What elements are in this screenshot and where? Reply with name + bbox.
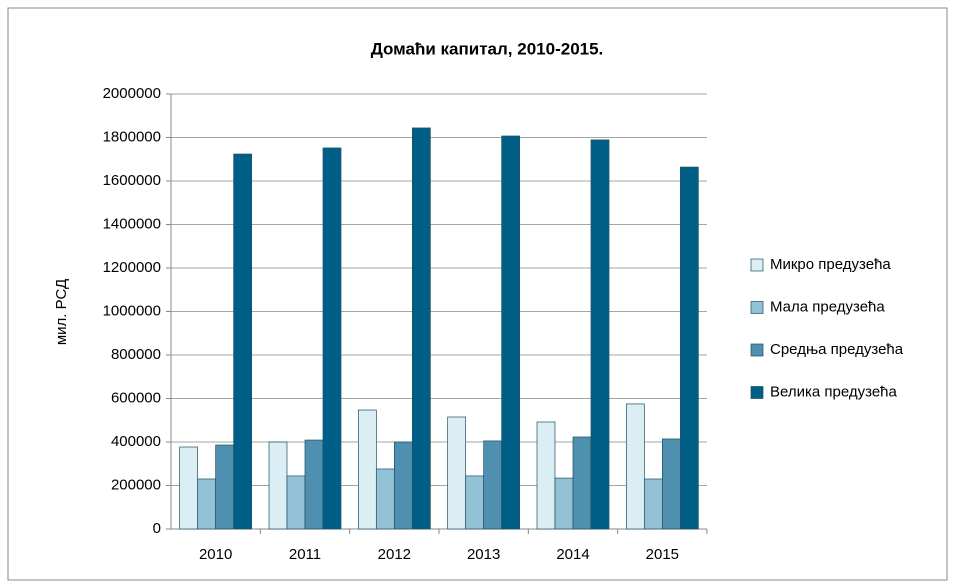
bar <box>483 440 503 530</box>
legend-label: Средња предузећа <box>770 341 904 358</box>
y-tick-label: 1600000 <box>103 172 161 189</box>
bar <box>625 403 645 530</box>
y-tick-label: 1800000 <box>103 128 161 145</box>
x-tick-label: 2015 <box>646 546 679 563</box>
bar <box>197 478 217 530</box>
bar <box>572 436 592 530</box>
x-tick-label: 2013 <box>467 546 500 563</box>
bar <box>375 468 395 530</box>
x-tick-label: 2010 <box>199 546 232 563</box>
legend-swatch <box>750 301 764 314</box>
legend-swatch <box>750 258 764 272</box>
y-tick-label: 800000 <box>111 346 161 363</box>
bar <box>465 475 485 530</box>
y-tick-label: 400000 <box>111 433 161 450</box>
bar <box>393 441 413 530</box>
bar <box>554 477 574 530</box>
legend-label: Микро предузећа <box>770 256 891 273</box>
bar <box>215 444 235 530</box>
bar <box>286 475 306 530</box>
y-tick-label: 1000000 <box>103 302 161 319</box>
bar <box>643 478 663 530</box>
bar <box>536 421 556 530</box>
legend-swatch <box>750 343 764 357</box>
x-tick-label: 2014 <box>556 546 589 563</box>
bar <box>411 127 431 530</box>
y-tick-label: 200000 <box>111 476 161 493</box>
bar <box>322 147 342 530</box>
bar <box>179 446 199 530</box>
bar <box>501 135 521 530</box>
bar <box>233 153 253 530</box>
bar <box>679 166 699 530</box>
y-tick-label: 1200000 <box>103 259 161 276</box>
legend-label: Мала предузећа <box>770 298 885 315</box>
bar <box>268 441 288 530</box>
legend-label: Велика предузећа <box>770 383 898 400</box>
bar <box>304 439 324 530</box>
chart-title: Домаћи капитал, 2010-2015. <box>371 39 604 58</box>
y-tick-label: 1400000 <box>103 215 161 232</box>
bar <box>357 409 377 530</box>
y-axis-label: мил. РСД <box>53 279 70 345</box>
x-tick-label: 2011 <box>289 546 321 563</box>
bar <box>661 438 681 530</box>
x-tick-label: 2012 <box>378 546 411 563</box>
legend-swatch <box>750 386 764 399</box>
bar <box>447 416 467 530</box>
y-tick-label: 2000000 <box>103 85 161 102</box>
bar <box>590 139 610 530</box>
y-tick-label: 600000 <box>111 389 161 406</box>
y-tick-label: 0 <box>153 520 161 537</box>
